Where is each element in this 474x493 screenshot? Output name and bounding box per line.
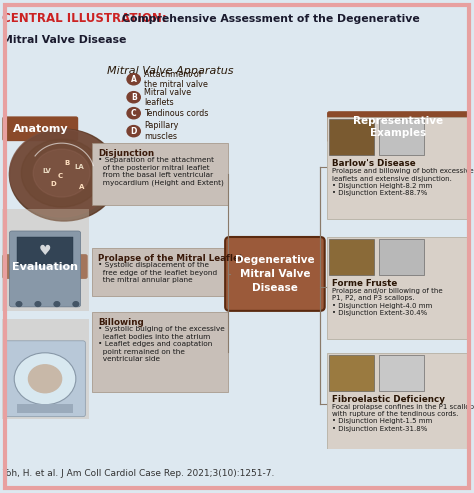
Text: Attachment of
the mitral valve: Attachment of the mitral valve [144,70,208,89]
FancyBboxPatch shape [327,111,469,142]
Text: Mitral valve
leaflets: Mitral valve leaflets [144,88,191,107]
Text: ♥: ♥ [39,244,51,258]
Text: Prolapse of the Mitral Leaflet: Prolapse of the Mitral Leaflet [98,254,243,263]
Text: Focal prolapse confines in the P1 scallop
with rupture of the tendinous cords.
•: Focal prolapse confines in the P1 scallo… [332,404,474,432]
Text: Fibroelastic Deficiency: Fibroelastic Deficiency [332,395,445,404]
Text: C: C [131,108,137,118]
FancyBboxPatch shape [9,231,81,307]
Text: Papillary
muscles: Papillary muscles [144,121,179,141]
FancyBboxPatch shape [17,403,73,414]
Circle shape [127,92,140,103]
Text: Billowing: Billowing [98,318,144,327]
FancyBboxPatch shape [327,353,469,455]
FancyBboxPatch shape [17,237,73,265]
Text: Forme Fruste: Forme Fruste [332,279,397,288]
FancyBboxPatch shape [327,117,469,219]
Text: CENTRAL ILLUSTRATION:: CENTRAL ILLUSTRATION: [2,12,167,25]
Circle shape [21,139,102,207]
Text: A: A [79,184,84,190]
FancyBboxPatch shape [92,248,228,296]
FancyBboxPatch shape [379,355,424,391]
Circle shape [127,73,140,85]
Text: Tendinous cords: Tendinous cords [144,108,209,118]
Circle shape [35,302,41,307]
FancyBboxPatch shape [92,143,228,205]
Text: Disjunction: Disjunction [98,149,154,158]
Text: • Separation of the attachment
  of the posterior mitral leaflet
  from the basa: • Separation of the attachment of the po… [98,157,224,186]
FancyBboxPatch shape [2,116,78,141]
FancyBboxPatch shape [329,355,374,391]
Text: Anatomy: Anatomy [12,124,68,134]
Circle shape [9,129,114,217]
FancyBboxPatch shape [5,341,85,417]
Text: Degenerative
Mitral Valve
Disease: Degenerative Mitral Valve Disease [235,255,315,293]
Text: Comprehensive Assessment of the Degenerative: Comprehensive Assessment of the Degenera… [122,14,420,24]
FancyBboxPatch shape [329,239,374,275]
Circle shape [16,302,22,307]
Text: Prolapse and billowing of both excessive
leaflets and extensive disjunction.
• D: Prolapse and billowing of both excessive… [332,168,474,196]
FancyBboxPatch shape [2,319,89,419]
Text: • Systolic bulging of the excessive
  leaflet bodies into the atrium
• Leaflet e: • Systolic bulging of the excessive leaf… [98,326,225,362]
Text: B: B [64,160,70,166]
Text: • Systolic displacement of the
  free edge of the leaflet beyond
  the mitral an: • Systolic displacement of the free edge… [98,262,217,283]
Text: LV: LV [42,168,51,174]
Text: A: A [131,75,137,84]
FancyBboxPatch shape [225,237,325,311]
Circle shape [73,302,79,307]
FancyBboxPatch shape [329,119,374,155]
FancyBboxPatch shape [2,209,89,311]
FancyBboxPatch shape [327,237,469,339]
Circle shape [28,365,62,393]
FancyBboxPatch shape [379,119,424,155]
FancyBboxPatch shape [379,239,424,275]
Circle shape [127,107,140,119]
FancyBboxPatch shape [92,312,228,392]
Text: Mitral Valve Disease: Mitral Valve Disease [2,35,127,45]
Circle shape [33,149,90,197]
Text: Toh, H. et al. J Am Coll Cardiol Case Rep. 2021;3(10):1251-7.: Toh, H. et al. J Am Coll Cardiol Case Re… [2,468,275,478]
Text: C: C [58,173,63,179]
Text: Mitral Valve Apparatus: Mitral Valve Apparatus [108,66,234,76]
Circle shape [9,129,119,221]
Text: D: D [50,181,56,187]
Text: Representative
Examples: Representative Examples [353,115,443,138]
Text: Barlow's Disease: Barlow's Disease [332,159,415,168]
Text: LA: LA [75,164,84,170]
FancyBboxPatch shape [2,254,88,279]
Text: Prolapse and/or billowing of the
P1, P2, and P3 scallops.
• Disjunction Height-4: Prolapse and/or billowing of the P1, P2,… [332,288,442,316]
Text: B: B [131,93,137,102]
Circle shape [14,353,76,405]
Circle shape [54,302,60,307]
Text: D: D [130,127,137,136]
Circle shape [127,126,140,137]
Text: Evaluation: Evaluation [12,261,78,272]
